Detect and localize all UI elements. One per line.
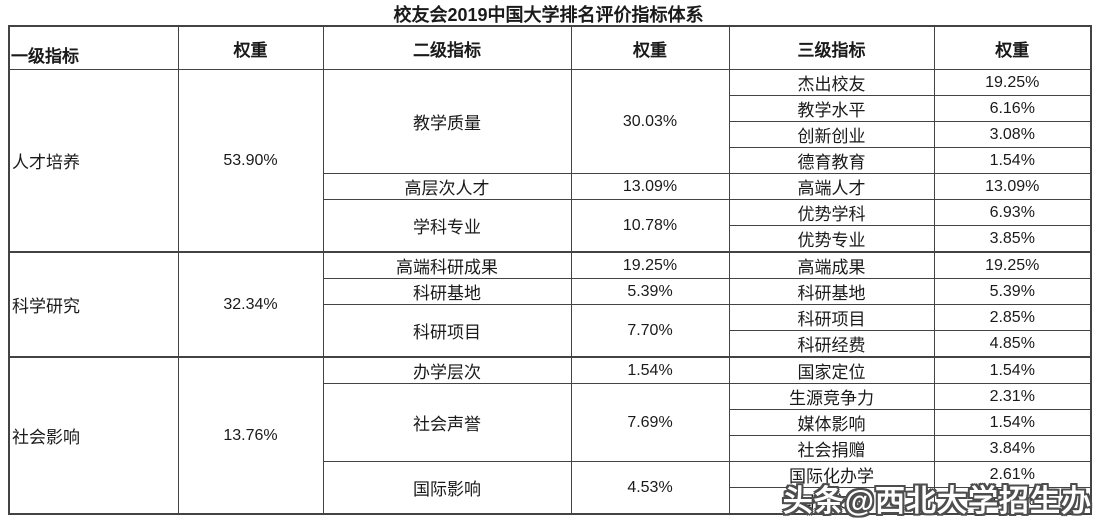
table-row: 社会影响 13.76% 办学层次 1.54% 国家定位 1.54% bbox=[8, 356, 1092, 515]
level3-weight-cell: 3.85% bbox=[933, 225, 1092, 253]
header-level2: 二级指标 bbox=[322, 25, 572, 70]
table-row: 创新创业 3.08% bbox=[9, 121, 1092, 148]
header-level1: 一级指标 bbox=[8, 25, 179, 70]
level1-weight-cell: 53.90% bbox=[177, 69, 324, 253]
level2-cell: 高层次人才 bbox=[322, 173, 572, 200]
level3-weight-cell: 5.39% bbox=[933, 278, 1092, 305]
header-level3: 三级指标 bbox=[728, 25, 935, 70]
table-row: 国际影响 4.53% 国际化办学 2.61% bbox=[9, 461, 1092, 515]
level3-cell: 优势专业 bbox=[728, 225, 935, 253]
table-row: 教学水平 6.16% bbox=[9, 95, 1092, 122]
level3-cell: 创新创业 bbox=[728, 121, 935, 148]
level3-cell: 德育教育 bbox=[728, 147, 935, 174]
level1-weight-cell: 32.34% bbox=[177, 251, 324, 358]
level2-cell: 科研项目 bbox=[322, 304, 572, 358]
level2-cell: 社会声誉 bbox=[322, 383, 572, 462]
table-row: 德育教育 1.54% bbox=[9, 147, 1092, 174]
level3-cell: 社会捐赠 bbox=[728, 435, 935, 462]
page-title: 校友会2019中国大学排名评价指标体系 bbox=[393, 5, 704, 25]
level3-weight-cell: 19.25% bbox=[933, 251, 1092, 279]
level2-weight-cell: 19.25% bbox=[570, 251, 730, 279]
level3-weight-cell: 2.31% bbox=[933, 383, 1092, 410]
level3-weight-cell: 3.84% bbox=[933, 435, 1092, 462]
level3-cell: 科研项目 bbox=[728, 304, 935, 331]
header-row: 一级指标 权重 二级指标 权重 三级指标 权重 bbox=[8, 25, 1092, 70]
table-row: 人才培养 53.90% 教学质量 30.03% 杰出校友 19.25% bbox=[8, 69, 1092, 253]
level2-cell: 科研基地 bbox=[322, 278, 572, 305]
table-row: 优势专业 3.85% bbox=[9, 225, 1092, 253]
table-row: 科学研究 32.34% 高端科研成果 19.25% 高端成果 19.25% bbox=[8, 251, 1092, 358]
level3-cell: 教学水平 bbox=[728, 95, 935, 122]
level2-weight-cell: 5.39% bbox=[570, 278, 730, 305]
level2-weight-cell: 7.69% bbox=[570, 383, 730, 462]
table-row: 社会捐赠 3.84% bbox=[9, 435, 1092, 462]
level2-weight-cell: 10.78% bbox=[570, 199, 730, 253]
level3-cell: 优势学科 bbox=[728, 199, 935, 226]
level1-cell: 人才培养 bbox=[8, 69, 179, 253]
level3-weight-cell: 1.54% bbox=[933, 147, 1092, 174]
level1-cell: 社会影响 bbox=[8, 356, 179, 515]
level3-cell: 科研基地 bbox=[728, 278, 935, 305]
level3-cell: 高端人才 bbox=[728, 173, 935, 200]
level3-cell: 杰出校友 bbox=[728, 69, 935, 96]
level3-weight-cell: 1.54% bbox=[933, 409, 1092, 436]
level3-cell: 国家定位 bbox=[728, 356, 935, 384]
table-row: 社会声誉 7.69% 生源竞争力 2.31% bbox=[9, 383, 1092, 462]
header-weight2: 权重 bbox=[570, 25, 730, 70]
table-row: 高层次人才 13.09% 高端人才 13.09% bbox=[9, 173, 1092, 200]
level3-weight-cell: 6.93% bbox=[933, 199, 1092, 226]
level3-cell: 科研经费 bbox=[728, 330, 935, 358]
level3-weight-cell: 3.08% bbox=[933, 121, 1092, 148]
level3-weight-cell: 1.54% bbox=[933, 356, 1092, 384]
level3-cell: 高端成果 bbox=[728, 251, 935, 279]
level1-weight-cell: 13.76% bbox=[177, 356, 324, 515]
level1-cell: 科学研究 bbox=[8, 251, 179, 358]
level3-weight-cell: 4.85% bbox=[933, 330, 1092, 358]
level2-weight-cell: 30.03% bbox=[570, 69, 730, 174]
level3-cell: 国际交流 bbox=[728, 487, 935, 515]
level2-cell: 高端科研成果 bbox=[322, 251, 572, 279]
table-row: 媒体影响 1.54% bbox=[9, 409, 1092, 436]
level2-weight-cell: 13.09% bbox=[570, 173, 730, 200]
level2-weight-cell: 1.54% bbox=[570, 356, 730, 384]
level3-cell: 国际化办学 bbox=[728, 461, 935, 488]
table-row: 国际交流 1.92% bbox=[9, 487, 1092, 515]
level2-cell: 办学层次 bbox=[322, 356, 572, 384]
level3-weight-cell: 2.61% bbox=[933, 461, 1092, 488]
level3-weight-cell: 6.16% bbox=[933, 95, 1092, 122]
level3-weight-cell: 1.92% bbox=[933, 487, 1092, 515]
table-row: 科研经费 4.85% bbox=[9, 330, 1092, 358]
level3-cell: 媒体影响 bbox=[728, 409, 935, 436]
header-weight3: 权重 bbox=[933, 25, 1092, 70]
level2-cell: 学科专业 bbox=[322, 199, 572, 253]
level2-cell: 国际影响 bbox=[322, 461, 572, 515]
header-weight1: 权重 bbox=[177, 25, 324, 70]
indicator-table: 一级指标 权重 二级指标 权重 三级指标 权重 人才培养 53.90% 教学质量… bbox=[8, 25, 1092, 515]
table-row: 学科专业 10.78% 优势学科 6.93% bbox=[9, 199, 1092, 253]
level2-cell: 教学质量 bbox=[322, 69, 572, 174]
level2-weight-cell: 4.53% bbox=[570, 461, 730, 515]
level2-weight-cell: 7.70% bbox=[570, 304, 730, 358]
level3-cell: 生源竞争力 bbox=[728, 383, 935, 410]
level3-weight-cell: 2.85% bbox=[933, 304, 1092, 331]
table-row: 科研基地 5.39% 科研基地 5.39% bbox=[9, 278, 1092, 305]
table-row: 科研项目 7.70% 科研项目 2.85% bbox=[9, 304, 1092, 358]
level3-weight-cell: 19.25% bbox=[933, 69, 1092, 96]
level3-weight-cell: 13.09% bbox=[933, 173, 1092, 200]
toutiao-watermark: 头条@西北大学招生办 bbox=[782, 485, 1092, 518]
